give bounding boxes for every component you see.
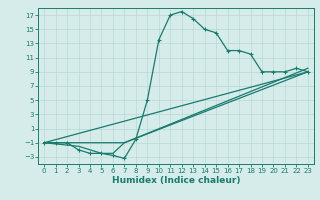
X-axis label: Humidex (Indice chaleur): Humidex (Indice chaleur) xyxy=(112,176,240,185)
